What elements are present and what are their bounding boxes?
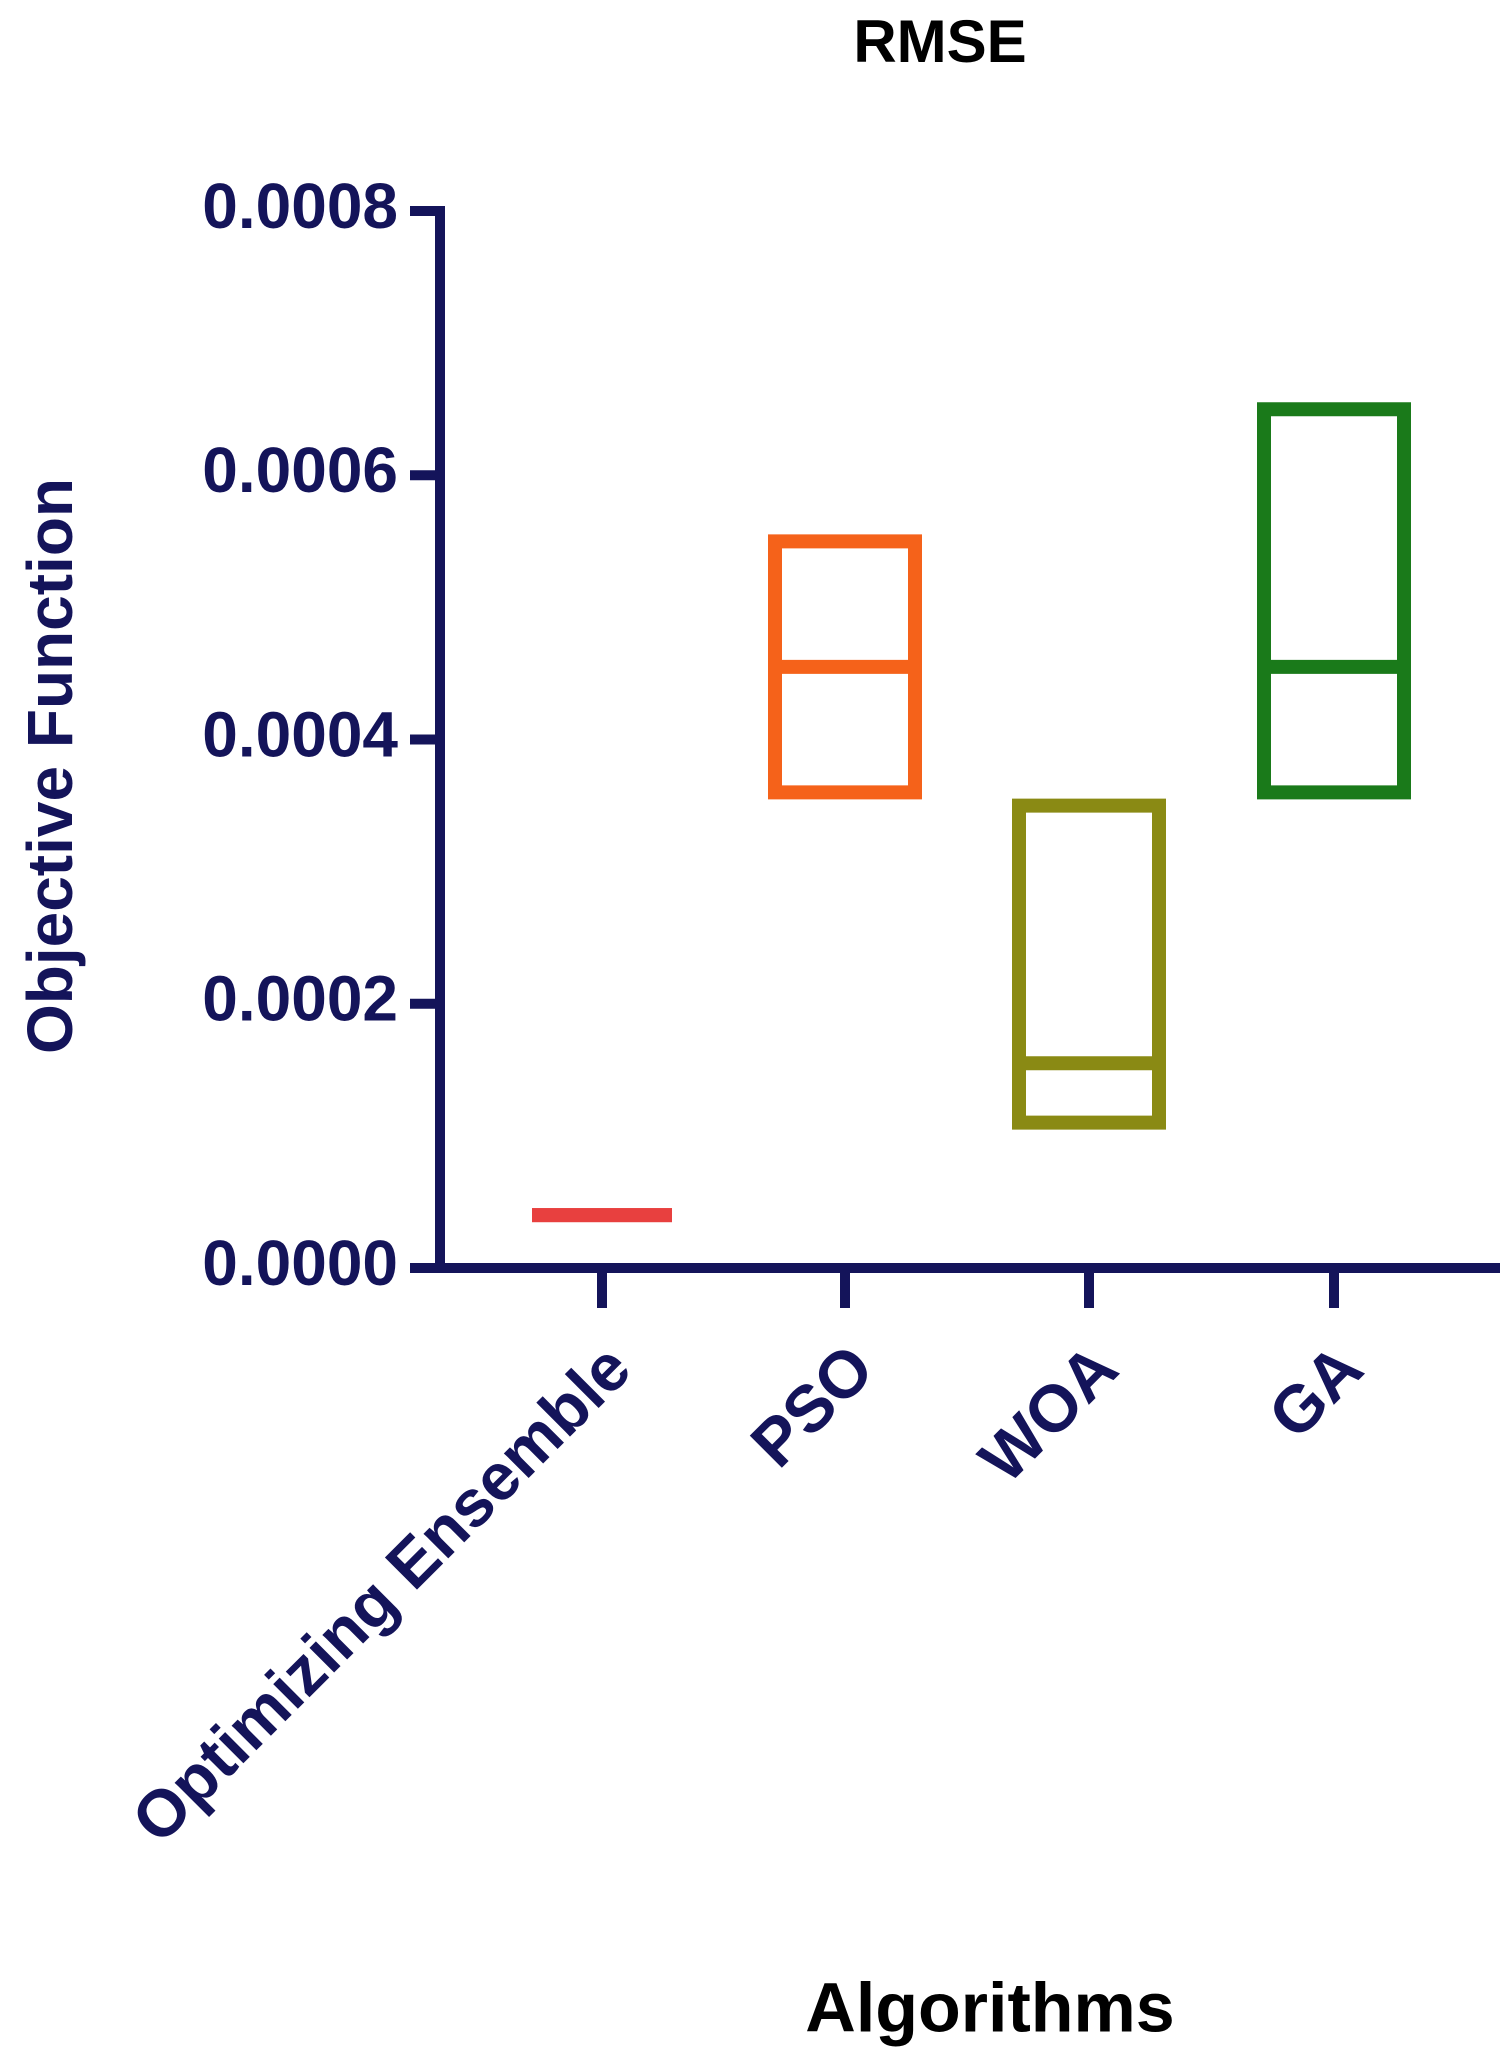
range-box — [768, 534, 922, 800]
x-tick-label: WOA — [965, 1330, 1131, 1496]
x-tick-label: PSO — [736, 1330, 887, 1481]
y-tick-label: 0.0002 — [202, 963, 398, 1035]
x-axis-label: Algorithms — [805, 1968, 1174, 2046]
y-axis-label: Objective Function — [14, 478, 86, 1054]
range-box — [1012, 798, 1166, 1130]
y-tick-label: 0.0008 — [202, 170, 398, 242]
range-box — [1257, 402, 1411, 800]
x-tick-label: Optimizing Ensemble — [117, 1330, 644, 1857]
y-tick-label: 0.0004 — [202, 698, 398, 770]
chart-title: RMSE — [853, 8, 1026, 75]
y-tick-label: 0.0006 — [202, 434, 398, 506]
y-tick-label: 0.0000 — [202, 1227, 398, 1299]
x-tick-label: GA — [1254, 1330, 1376, 1452]
